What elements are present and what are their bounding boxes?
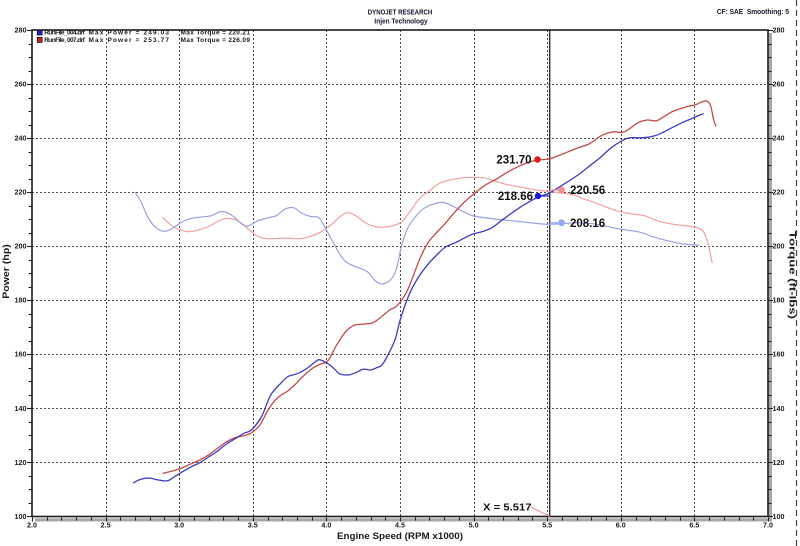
svg-text:240: 240 xyxy=(15,134,27,143)
svg-text:180: 180 xyxy=(15,296,27,305)
svg-text:260: 260 xyxy=(15,80,27,89)
svg-text:218.66: 218.66 xyxy=(498,191,533,203)
svg-text:X = 5.517: X = 5.517 xyxy=(483,503,532,514)
svg-text:CF: SAE Smoothing: 5: CF: SAE Smoothing: 5 xyxy=(717,7,789,16)
svg-text:100: 100 xyxy=(15,512,27,521)
svg-text:4.0: 4.0 xyxy=(321,521,331,530)
svg-text:Injen Technology: Injen Technology xyxy=(374,17,428,26)
svg-text:Max Power = 249.03: Max Power = 249.03 xyxy=(89,30,170,37)
svg-text:220: 220 xyxy=(773,188,785,197)
svg-text:160: 160 xyxy=(773,350,785,359)
svg-text:240: 240 xyxy=(773,134,785,143)
svg-text:200: 200 xyxy=(773,242,785,251)
svg-text:RunFile_004.drf: RunFile_004.drf xyxy=(44,30,85,37)
svg-text:231.70: 231.70 xyxy=(496,155,531,167)
svg-text:6.5: 6.5 xyxy=(689,521,699,530)
svg-text:RunFile_007.drf: RunFile_007.drf xyxy=(44,37,85,44)
svg-text:Torque (ft-lbs): Torque (ft-lbs) xyxy=(788,231,798,319)
svg-text:200: 200 xyxy=(15,242,27,251)
svg-text:DYNOJET RESEARCH: DYNOJET RESEARCH xyxy=(368,8,433,17)
svg-text:100: 100 xyxy=(773,512,785,521)
svg-text:5.5: 5.5 xyxy=(542,521,552,530)
svg-text:Max Power = 253.77: Max Power = 253.77 xyxy=(89,37,170,44)
svg-text:4.5: 4.5 xyxy=(395,521,405,530)
svg-text:208.16: 208.16 xyxy=(570,218,605,230)
svg-text:160: 160 xyxy=(15,350,27,359)
svg-text:2.0: 2.0 xyxy=(27,521,37,530)
svg-text:7.0: 7.0 xyxy=(763,521,773,530)
svg-text:180: 180 xyxy=(773,296,785,305)
svg-text:Power (hp): Power (hp) xyxy=(1,244,11,299)
svg-text:2.5: 2.5 xyxy=(101,521,111,530)
svg-text:280: 280 xyxy=(773,25,785,34)
svg-text:140: 140 xyxy=(773,404,785,413)
svg-text:3.0: 3.0 xyxy=(174,521,184,530)
svg-text:280: 280 xyxy=(15,25,27,34)
svg-text:3.5: 3.5 xyxy=(248,521,258,530)
svg-text:6.0: 6.0 xyxy=(616,521,626,530)
svg-text:220: 220 xyxy=(15,188,27,197)
svg-text:260: 260 xyxy=(773,80,785,89)
svg-text:Engine Speed (RPM x1000): Engine Speed (RPM x1000) xyxy=(337,531,463,541)
svg-text:120: 120 xyxy=(15,458,27,467)
svg-text:120: 120 xyxy=(773,458,785,467)
svg-text:5.0: 5.0 xyxy=(469,521,479,530)
svg-text:140: 140 xyxy=(15,404,27,413)
svg-text:220.56: 220.56 xyxy=(570,185,605,197)
svg-text:Max Torque = 226.09: Max Torque = 226.09 xyxy=(181,37,251,44)
svg-text:Max Torque = 220.21: Max Torque = 220.21 xyxy=(181,30,251,37)
